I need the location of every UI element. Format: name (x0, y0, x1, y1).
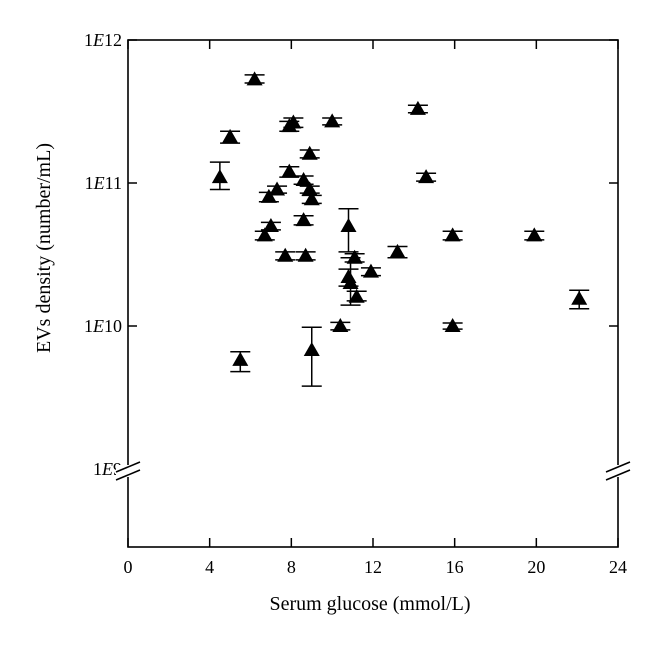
y-tick-label: 1E12 (84, 30, 122, 50)
data-point (260, 218, 281, 233)
x-axis-ticks: 0 4 8 12 16 20 24 (124, 40, 627, 577)
data-point (244, 71, 265, 86)
triangle-marker (256, 227, 273, 242)
triangle-marker (324, 113, 341, 128)
triangle-marker (303, 191, 320, 206)
triangle-marker (444, 318, 461, 332)
data-point (301, 326, 322, 387)
data-point (338, 208, 359, 253)
data-point (387, 243, 408, 259)
x-tick-label: 12 (364, 557, 382, 577)
triangle-marker (277, 247, 294, 262)
data-point (299, 145, 320, 160)
data-point (293, 212, 314, 227)
y-tick-label: 1E11 (85, 173, 122, 193)
triangle-marker (262, 218, 279, 233)
triangle-marker (222, 128, 239, 143)
data-point (346, 288, 367, 303)
triangle-marker (269, 181, 286, 196)
data-point (569, 289, 590, 310)
triangle-marker (346, 249, 363, 264)
y-axis-title: EVs density (number/mL) (33, 143, 55, 353)
data-point (442, 227, 463, 242)
x-tick-label: 24 (609, 557, 627, 577)
data-point (322, 113, 343, 128)
data-point (279, 163, 300, 178)
axis-break-slash (115, 469, 141, 481)
triangle-marker (340, 218, 357, 233)
data-point (301, 191, 322, 206)
x-tick-label: 0 (124, 557, 133, 577)
data-point (275, 247, 296, 262)
triangle-marker (295, 171, 312, 186)
data-point (209, 161, 230, 191)
plot-frame (127, 39, 619, 548)
axis-break-gap (116, 465, 140, 477)
data-point (230, 351, 251, 373)
triangle-marker (211, 169, 228, 184)
data-point (267, 181, 288, 196)
data-point (524, 227, 545, 242)
triangle-marker (285, 114, 302, 129)
triangle-marker (297, 247, 314, 262)
x-axis-title: Serum glucose (mmol/L) (269, 593, 470, 615)
data-point (220, 128, 241, 144)
triangle-marker (295, 212, 312, 227)
y-tick-label: 1E10 (84, 316, 122, 336)
triangle-marker (571, 290, 588, 305)
x-tick-label: 4 (205, 557, 214, 577)
axis-break-slash (115, 461, 141, 473)
axis-break-gap (606, 465, 630, 477)
triangle-marker (409, 100, 426, 115)
plot-border (127, 39, 619, 548)
triangle-marker (281, 163, 298, 178)
x-tick-label: 8 (287, 557, 296, 577)
x-tick-label: 16 (446, 557, 464, 577)
triangle-marker (362, 263, 379, 278)
data-point (283, 114, 304, 129)
data-point (442, 318, 463, 332)
data-point (407, 100, 428, 115)
data-point (295, 247, 316, 262)
data-point (360, 263, 381, 278)
triangle-marker (332, 318, 349, 332)
data-points (209, 71, 590, 387)
axis-break-slash (605, 461, 631, 473)
data-point (330, 318, 351, 332)
triangle-marker (301, 181, 318, 196)
triangle-marker (246, 71, 263, 86)
data-point (416, 169, 437, 184)
triangle-marker (260, 188, 277, 203)
axis-break-marks (115, 461, 631, 481)
x-tick-label: 20 (527, 557, 545, 577)
triangle-marker (232, 351, 249, 366)
triangle-marker (348, 288, 365, 303)
triangle-marker (418, 169, 435, 184)
triangle-marker (342, 274, 359, 289)
triangle-marker (303, 341, 320, 356)
data-point (299, 181, 320, 196)
triangle-marker (301, 145, 318, 160)
triangle-marker (389, 243, 406, 258)
data-point (344, 249, 365, 264)
triangle-marker (526, 227, 543, 242)
axis-break-slash (605, 469, 631, 481)
triangle-marker (444, 227, 461, 242)
